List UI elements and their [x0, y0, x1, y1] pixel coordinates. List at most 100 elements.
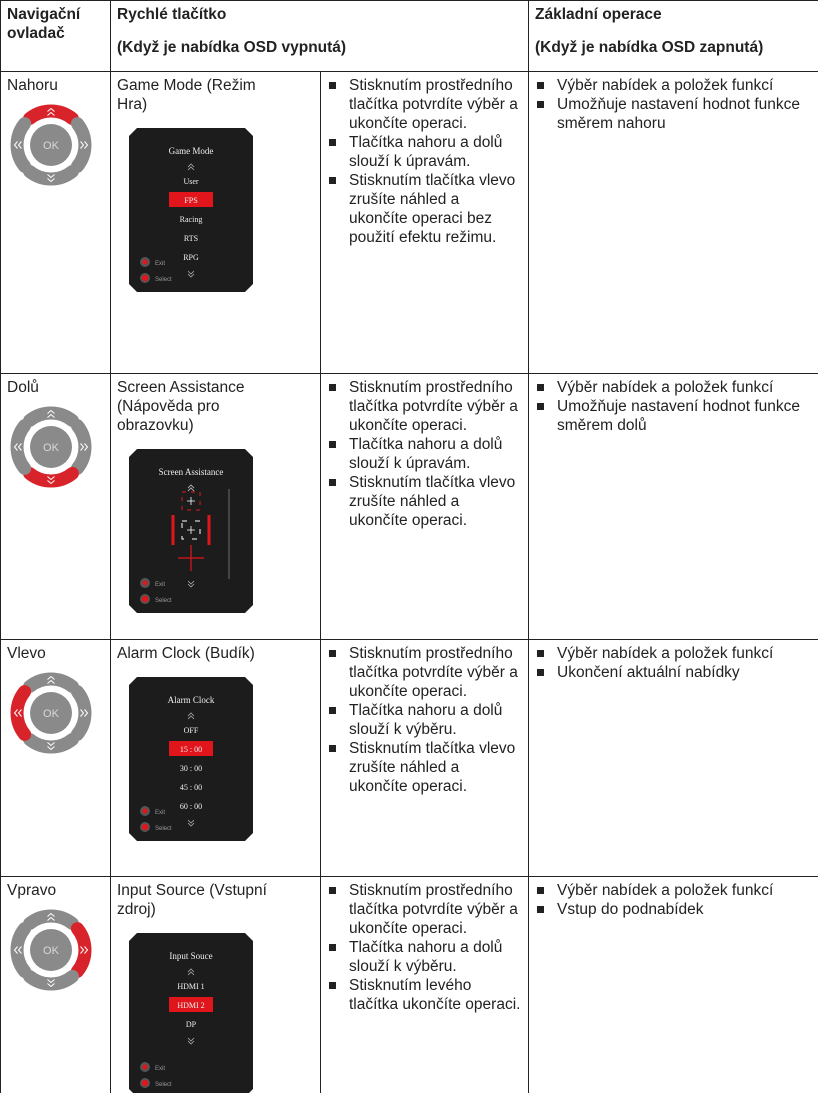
osd-item: OFF: [184, 726, 199, 735]
direction-label: Dolů: [7, 379, 39, 396]
dpad-chevron: [47, 409, 55, 414]
dpad-chevron: [47, 174, 55, 179]
button-name: Game Mode (Režim Hra): [117, 77, 256, 113]
osd-select-dot: [141, 595, 149, 603]
dpad-arrow: [10, 685, 32, 741]
controller-cell: Vpravo OK: [0, 876, 111, 1093]
dpad-chevron: [47, 912, 55, 917]
osd-item: RTS: [184, 234, 198, 243]
dpad-chevron: [80, 709, 85, 717]
osd-screen: Input Souce HDMI 1 HDMI 2 DP Exit Select: [129, 933, 253, 1093]
osd-screen: Screen Assistance Exit Select: [129, 449, 253, 613]
dpad-chevron: [80, 946, 85, 954]
osd-item: 15 : 00: [180, 745, 202, 754]
osd-target: [181, 520, 201, 540]
note-item: Stisknutím levého tlačítka ukončíte oper…: [327, 976, 522, 1014]
notes-list: Stisknutím prostředního tlačítka potvrdí…: [327, 644, 522, 796]
dpad-ok-button: [30, 426, 72, 468]
basic-item: Výběr nabídek a položek funkcí: [535, 378, 812, 397]
osd-item: DP: [186, 1020, 197, 1029]
osd-frame: [129, 933, 253, 1093]
osd-item: HDMI 1: [177, 982, 204, 991]
dpad-ok-label: OK: [43, 442, 60, 454]
osd-chevron: [187, 822, 195, 827]
basic-item: Umožňuje nastavení hodnot funkce směrem …: [535, 95, 812, 133]
osd-item: FPS: [184, 196, 197, 205]
quick-button-cell: Game Mode (Režim Hra) Game Mode User FPS Rac…: [110, 71, 321, 374]
dpad-chevron: [47, 107, 55, 112]
quick-button-cell: Input Source (Vstupní zdroj) Input Souce H…: [110, 876, 321, 1093]
osd-chevron: [187, 583, 195, 588]
osd-selection: [169, 741, 213, 756]
osd-chevron: [187, 166, 195, 171]
note-item: Tlačítka nahoru a dolů slouží k úpravám.: [327, 133, 522, 171]
dpad-arrow: [23, 732, 79, 754]
osd-exit-dot: [142, 808, 148, 814]
dpad-arrow: [23, 406, 79, 428]
osd-exit-dot: [142, 1064, 148, 1070]
osd-select-dot: [141, 1079, 149, 1087]
controller-cell: Dolů OK: [0, 373, 111, 640]
basic-item: Výběr nabídek a položek funkcí: [535, 644, 812, 663]
table-row: Vpravo OK Input Source (Vstupní zdroj) Inpu…: [0, 876, 818, 1093]
dpad-chevron: [13, 141, 18, 149]
note-item: Tlačítka nahoru a dolů slouží k výběru.: [327, 938, 522, 976]
quick-button-cell: Screen Assistance (Nápověda pro obrazovk…: [110, 373, 321, 640]
note-item: Tlačítka nahoru a dolů slouží k výběru.: [327, 701, 522, 739]
osd-selection: [169, 997, 213, 1012]
osd-chevron: [187, 484, 195, 489]
osd-select-label: Select: [155, 277, 172, 283]
basic-item: Výběr nabídek a položek funkcí: [535, 881, 812, 900]
notes-list: Stisknutím prostředního tlačítka potvrdí…: [327, 881, 522, 1014]
dpad-chevron: [84, 141, 89, 149]
basic-cell: Výběr nabídek a položek funkcí Ukončení a…: [528, 639, 818, 877]
dpad-arrow: [10, 117, 32, 173]
dpad-ok-button: [30, 929, 72, 971]
dpad-arrow: [70, 922, 92, 978]
osd-chevron: [187, 580, 195, 585]
osd-select-label: Select: [155, 598, 172, 604]
notes-cell: Stisknutím prostředního tlačítka potvrdí…: [319, 71, 530, 374]
osd-title: Screen Assistance: [159, 467, 224, 477]
dpad-arrow: [23, 164, 79, 186]
osd-selection: [169, 192, 213, 207]
header-note: (Když je nabídka OSD zapnutá): [535, 39, 764, 56]
notes-cell: Stisknutím prostředního tlačítka potvrdí…: [319, 876, 530, 1093]
osd-bars: [171, 515, 211, 545]
osd-chevron: [187, 971, 195, 976]
header-row: Navigační ovladač Rychlé tlačítko (Když j…: [0, 0, 818, 72]
basic-item: Ukončení aktuální nabídky: [535, 663, 812, 682]
osd-chevron: [187, 270, 195, 275]
osd-select-dot: [141, 823, 149, 831]
header-quick: Rychlé tlačítko (Když je nabídka OSD vypn…: [109, 0, 530, 72]
controller-cell: Vlevo OK: [0, 639, 111, 877]
dpad-arrow: [23, 672, 79, 694]
header-text: Navigační ovladač: [7, 6, 81, 42]
osd-select-label: Select: [155, 1082, 172, 1088]
dpad-ok-label: OK: [43, 708, 60, 720]
dpad-chevron: [17, 443, 22, 451]
dpad-chevron: [13, 946, 18, 954]
note-item: Tlačítka nahoru a dolů slouží k úpravám.: [327, 435, 522, 473]
dpad-chevron: [80, 141, 85, 149]
osd-chevron: [187, 715, 195, 720]
dpad-chevron: [47, 679, 55, 684]
osd-title: Input Souce: [169, 951, 212, 961]
header-note: (Když je nabídka OSD vypnutá): [117, 39, 347, 56]
direction-label: Nahoru: [7, 77, 58, 94]
osd-chevron: [187, 819, 195, 824]
note-item: Stisknutím prostředního tlačítka potvrdí…: [327, 881, 522, 938]
dpad-arrow: [23, 909, 79, 931]
notes-list: Stisknutím prostředního tlačítka potvrdí…: [327, 378, 522, 530]
osd-chevron: [187, 968, 195, 973]
osd-exit-label: Exit: [155, 1066, 165, 1072]
dpad-chevron: [47, 742, 55, 747]
dpad-chevron: [47, 476, 55, 481]
dpad-chevron: [80, 443, 85, 451]
dpad-ok-button: [30, 692, 72, 734]
osd-item: 30 : 00: [180, 764, 202, 773]
note-item: Stisknutím tlačítka vlevo zrušíte náhled…: [327, 473, 522, 530]
dpad-chevron: [47, 178, 55, 183]
